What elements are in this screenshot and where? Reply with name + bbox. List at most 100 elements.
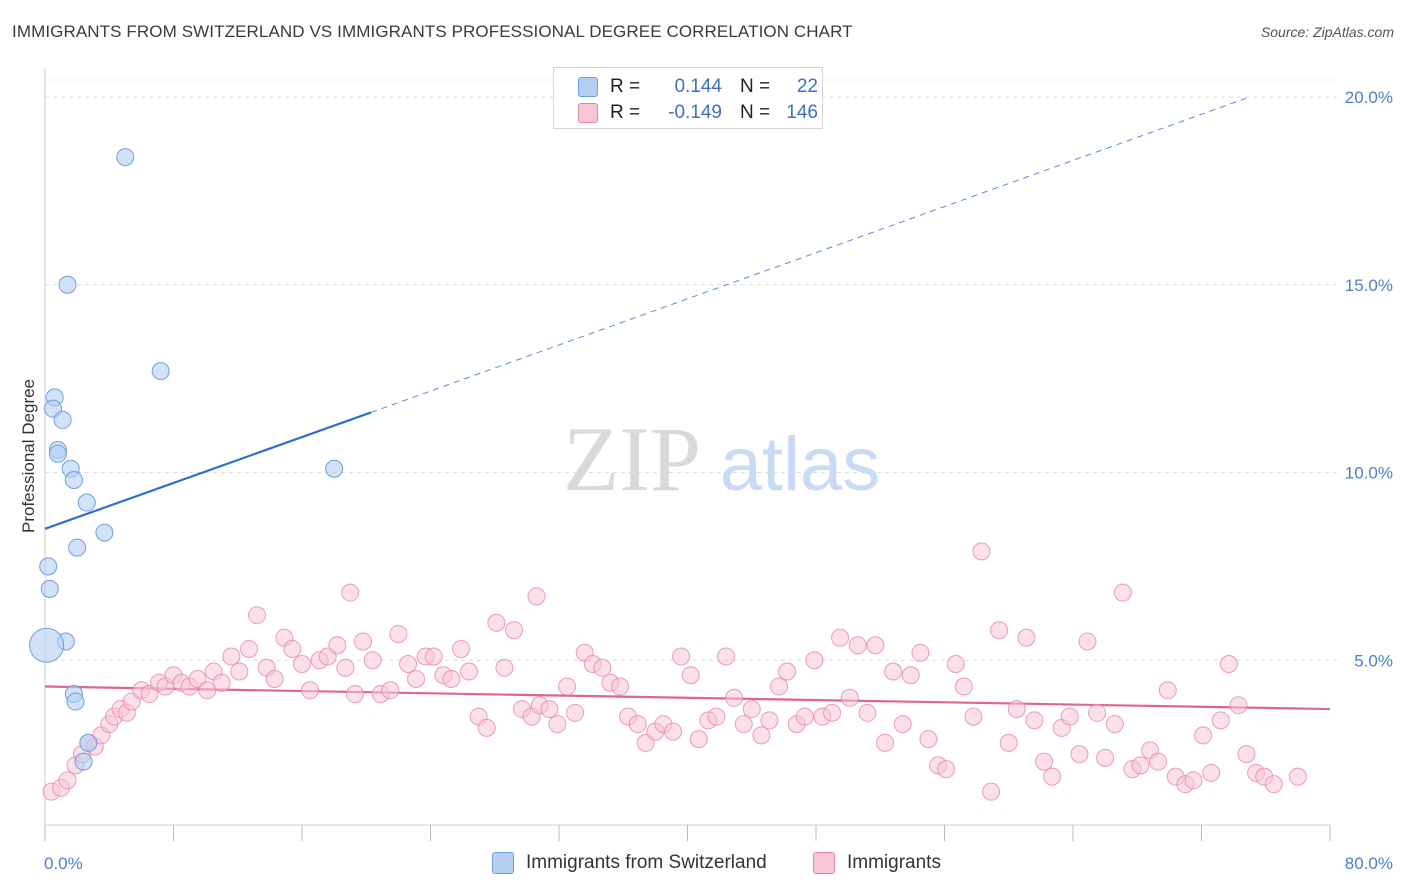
data-point-immigrants xyxy=(381,681,400,700)
data-point-immigrants xyxy=(848,636,867,655)
data-point-immigrants xyxy=(1194,726,1213,745)
data-point-immigrants xyxy=(911,643,930,662)
data-point-immigrants xyxy=(198,681,217,700)
data-point-immigrants xyxy=(1043,767,1062,786)
data-point-immigrants xyxy=(770,677,789,696)
data-point-immigrants xyxy=(363,651,382,670)
data-point-immigrants xyxy=(831,628,850,647)
data-point-immigrants xyxy=(964,707,983,726)
data-point-immigrants xyxy=(866,636,885,655)
y-tick-label: 10.0% xyxy=(1345,464,1393,483)
legend-row-switzerland: R = 0.144 N = 22 xyxy=(578,75,818,99)
data-point-immigrants xyxy=(328,636,347,655)
trend-line-switzerland xyxy=(44,411,372,530)
data-point-immigrants xyxy=(795,707,814,726)
data-point-immigrants xyxy=(495,658,514,677)
data-point-immigrants xyxy=(628,715,647,734)
data-point-switzerland xyxy=(325,459,344,478)
data-point-immigrants xyxy=(689,730,708,749)
data-point-immigrants xyxy=(840,688,859,707)
source-label: Source: ZipAtlas.com xyxy=(1260,24,1394,40)
axes xyxy=(44,68,1331,841)
data-point-immigrants xyxy=(1060,707,1079,726)
data-point-switzerland xyxy=(116,148,135,167)
y-tick-label: 5.0% xyxy=(1354,651,1393,670)
data-point-immigrants xyxy=(505,621,524,640)
data-point-immigrants xyxy=(990,621,1009,640)
data-point-immigrants xyxy=(707,707,726,726)
data-point-immigrants xyxy=(760,711,779,730)
data-point-immigrants xyxy=(1158,681,1177,700)
data-point-switzerland xyxy=(39,557,58,576)
data-point-immigrants xyxy=(972,542,991,561)
data-point-immigrants xyxy=(778,662,797,681)
data-point-immigrants xyxy=(354,632,373,651)
trend-line-switzerland-extension xyxy=(370,96,1250,413)
data-point-immigrants xyxy=(558,677,577,696)
data-point-switzerland xyxy=(151,362,170,381)
trend-line-immigrants xyxy=(44,685,1331,711)
data-point-immigrants xyxy=(593,658,612,677)
data-point-immigrants xyxy=(1202,763,1221,782)
watermark-atlas: atlas xyxy=(720,422,881,507)
data-point-immigrants xyxy=(1078,632,1097,651)
data-point-immigrants xyxy=(265,670,284,689)
data-point-immigrants xyxy=(1264,775,1283,794)
trend-lines xyxy=(44,96,1331,711)
data-point-switzerland xyxy=(48,444,67,463)
data-point-switzerland xyxy=(79,733,98,752)
data-point-immigrants xyxy=(230,662,249,681)
data-point-immigrants xyxy=(1088,703,1107,722)
data-point-immigrants xyxy=(664,722,683,741)
y-tick-label: 15.0% xyxy=(1345,276,1393,295)
data-point-immigrants xyxy=(954,677,973,696)
data-point-immigrants xyxy=(742,700,761,719)
data-point-immigrants xyxy=(1017,628,1036,647)
series-switzerland xyxy=(29,148,344,771)
data-point-immigrants xyxy=(1149,752,1168,771)
data-point-immigrants xyxy=(1096,748,1115,767)
data-point-immigrants xyxy=(893,715,912,734)
data-point-immigrants xyxy=(681,666,700,685)
data-point-immigrants xyxy=(452,639,471,658)
data-point-immigrants xyxy=(823,703,842,722)
data-point-immigrants xyxy=(212,673,231,692)
data-point-immigrants xyxy=(407,670,426,689)
data-point-switzerland xyxy=(40,579,59,598)
gridlines xyxy=(45,79,1340,661)
data-point-switzerland xyxy=(95,523,114,542)
legend-row-immigrants: R = -0.149 N = 146 xyxy=(578,101,818,125)
data-point-immigrants xyxy=(982,782,1001,801)
legend-swatch-immigrants xyxy=(578,103,598,123)
data-point-immigrants xyxy=(805,651,824,670)
watermark: ZIP atlas xyxy=(563,408,880,510)
legend-r-value: 0.144 xyxy=(674,76,722,97)
data-point-immigrants xyxy=(527,587,546,606)
data-point-immigrants xyxy=(725,688,744,707)
bottom-legend: Immigrants from Switzerland Immigrants xyxy=(0,852,1406,878)
data-point-immigrants xyxy=(734,715,753,734)
data-point-switzerland xyxy=(53,410,72,429)
data-point-immigrants xyxy=(487,613,506,632)
bottom-legend-label-immigrants: Immigrants xyxy=(847,852,941,873)
data-point-immigrants xyxy=(293,655,311,674)
x-tick-label: 80.0% xyxy=(1345,854,1393,873)
data-point-immigrants xyxy=(1288,767,1307,786)
data-point-immigrants xyxy=(876,733,895,752)
legend-n-label: N = xyxy=(740,76,771,97)
bottom-legend-switzerland: Immigrants from Switzerland xyxy=(492,852,767,874)
data-point-immigrants xyxy=(341,583,360,602)
data-point-immigrants xyxy=(424,647,443,666)
data-point-immigrants xyxy=(901,666,920,685)
tick-labels: 5.0% 10.0% 15.0% 20.0% 0.0% 80.0% xyxy=(44,88,1393,873)
series-immigrants xyxy=(42,542,1307,801)
bottom-legend-swatch-immigrants xyxy=(813,852,835,874)
chart-title: IMMIGRANTS FROM SWITZERLAND VS IMMIGRANT… xyxy=(12,22,853,41)
data-point-immigrants xyxy=(1237,745,1256,764)
data-point-immigrants xyxy=(884,662,903,681)
data-point-immigrants xyxy=(752,726,771,745)
data-point-switzerland xyxy=(74,752,93,771)
data-point-immigrants xyxy=(1007,700,1026,719)
x-tick-label: 0.0% xyxy=(44,854,83,873)
